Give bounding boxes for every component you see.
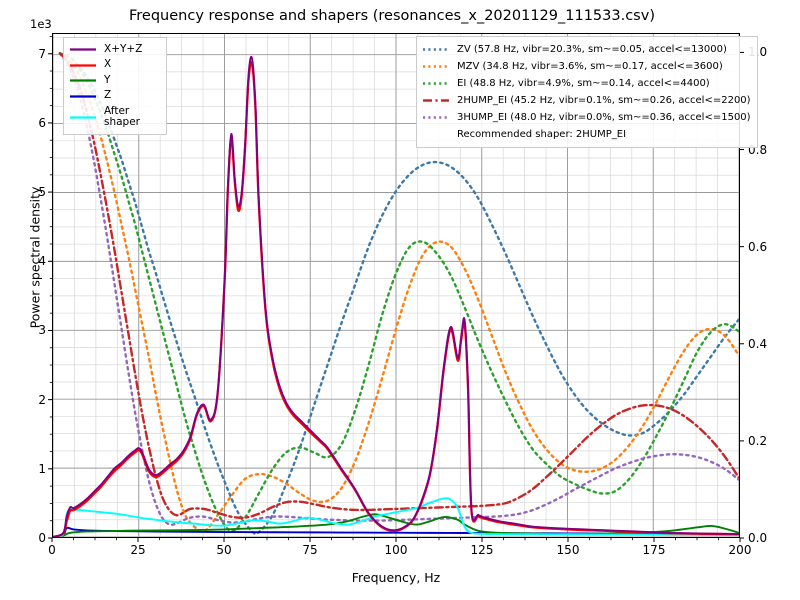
legend-line-swatch-icon	[69, 44, 97, 55]
legend-line-swatch-icon	[69, 112, 97, 123]
x-tick-label: 125	[470, 543, 494, 557]
legend-line-swatch-icon	[422, 78, 450, 89]
legend-line-swatch-icon	[69, 60, 97, 71]
legend-line-swatch-icon	[422, 61, 450, 72]
y-left-tick-label: 0	[38, 531, 46, 545]
y-right-tick-label: 0.2	[748, 433, 768, 448]
x-tick-label: 50	[216, 543, 232, 557]
y-axis-left-label: Power spectral density	[27, 186, 43, 329]
legend-line-swatch-icon	[422, 95, 450, 106]
legend-label: X	[104, 58, 112, 71]
data-curves	[53, 52, 739, 537]
x-tick-label: 100	[384, 543, 408, 557]
y-left-tick-label: 7	[38, 46, 46, 61]
x-tick-label: 0	[48, 543, 56, 557]
legend-label: 2HUMP_EI (45.2 Hz, vibr=0.1%, sm~=0.26, …	[457, 94, 751, 106]
y-left-tick-label: 3	[38, 323, 46, 338]
y-left-tick-label: 6	[38, 115, 46, 130]
legend-line-swatch-icon	[422, 44, 450, 55]
legend-item-shaper[interactable]: 2HUMP_EI (45.2 Hz, vibr=0.1%, sm~=0.26, …	[422, 92, 751, 109]
legend-label: After shaper	[104, 104, 141, 128]
legend-label: X+Y+Z	[104, 42, 143, 55]
x-tick-label: 175	[642, 543, 666, 557]
y-left-tick-label: 2	[38, 392, 46, 407]
legend-line-swatch-icon	[69, 75, 97, 86]
x-tick-label: 200	[728, 543, 752, 557]
x-tick-label: 25	[130, 543, 146, 557]
legend-item-signal[interactable]: X	[69, 58, 160, 74]
y-left-tick-label: 4	[38, 254, 46, 269]
legend-item-signal[interactable]: X+Y+Z	[69, 42, 160, 58]
x-tick-label: 150	[556, 543, 580, 557]
legend-label: MZV (34.8 Hz, vibr=3.6%, sm~=0.17, accel…	[457, 60, 723, 72]
legend-item-shaper[interactable]: MZV (34.8 Hz, vibr=3.6%, sm~=0.17, accel…	[422, 58, 751, 75]
y-right-tick-label: 0.0	[748, 531, 768, 545]
legend-item-signal[interactable]: Z	[69, 89, 160, 105]
y-left-tick-label: 5	[38, 185, 46, 200]
recommended-shaper-text: Recommended shaper: 2HUMP_EI	[457, 129, 627, 140]
x-axis-label: Frequency, Hz	[351, 570, 441, 585]
legend-line-swatch-icon	[69, 91, 97, 102]
legend-item-signal[interactable]: Y	[69, 73, 160, 89]
legend-item-shaper[interactable]: 3HUMP_EI (48.0 Hz, vibr=0.0%, sm~=0.36, …	[422, 109, 751, 126]
legend-label: ZV (57.8 Hz, vibr=20.3%, sm~=0.05, accel…	[457, 43, 727, 55]
legend-item-signal[interactable]: After shaper	[69, 104, 160, 130]
recommended-shaper-note: Recommended shaper: 2HUMP_EI	[422, 126, 751, 143]
legend-label: Y	[104, 73, 111, 86]
legend-label: 3HUMP_EI (48.0 Hz, vibr=0.0%, sm~=0.36, …	[457, 111, 751, 123]
legend-label: Z	[104, 89, 112, 102]
y-right-tick-label: 0.4	[748, 336, 768, 351]
page-title: Frequency response and shapers (resonanc…	[129, 8, 655, 24]
y-right-tick-label: 0.6	[748, 239, 768, 254]
legend-line-swatch-icon	[422, 112, 450, 123]
y-axis-exponent-label: 1e3	[30, 17, 52, 31]
legend-label: EI (48.8 Hz, vibr=4.9%, sm~=0.14, accel<…	[457, 77, 710, 89]
y-left-tick-label: 1	[38, 461, 46, 476]
x-tick-label: 75	[302, 543, 318, 557]
legend-item-shaper[interactable]: ZV (57.8 Hz, vibr=20.3%, sm~=0.05, accel…	[422, 41, 751, 58]
legend-item-shaper[interactable]: EI (48.8 Hz, vibr=4.9%, sm~=0.14, accel<…	[422, 75, 751, 92]
legend-signals: X+Y+Z X Y Z After shaper	[63, 37, 167, 135]
legend-shapers: ZV (57.8 Hz, vibr=20.3%, sm~=0.05, accel…	[416, 36, 758, 148]
